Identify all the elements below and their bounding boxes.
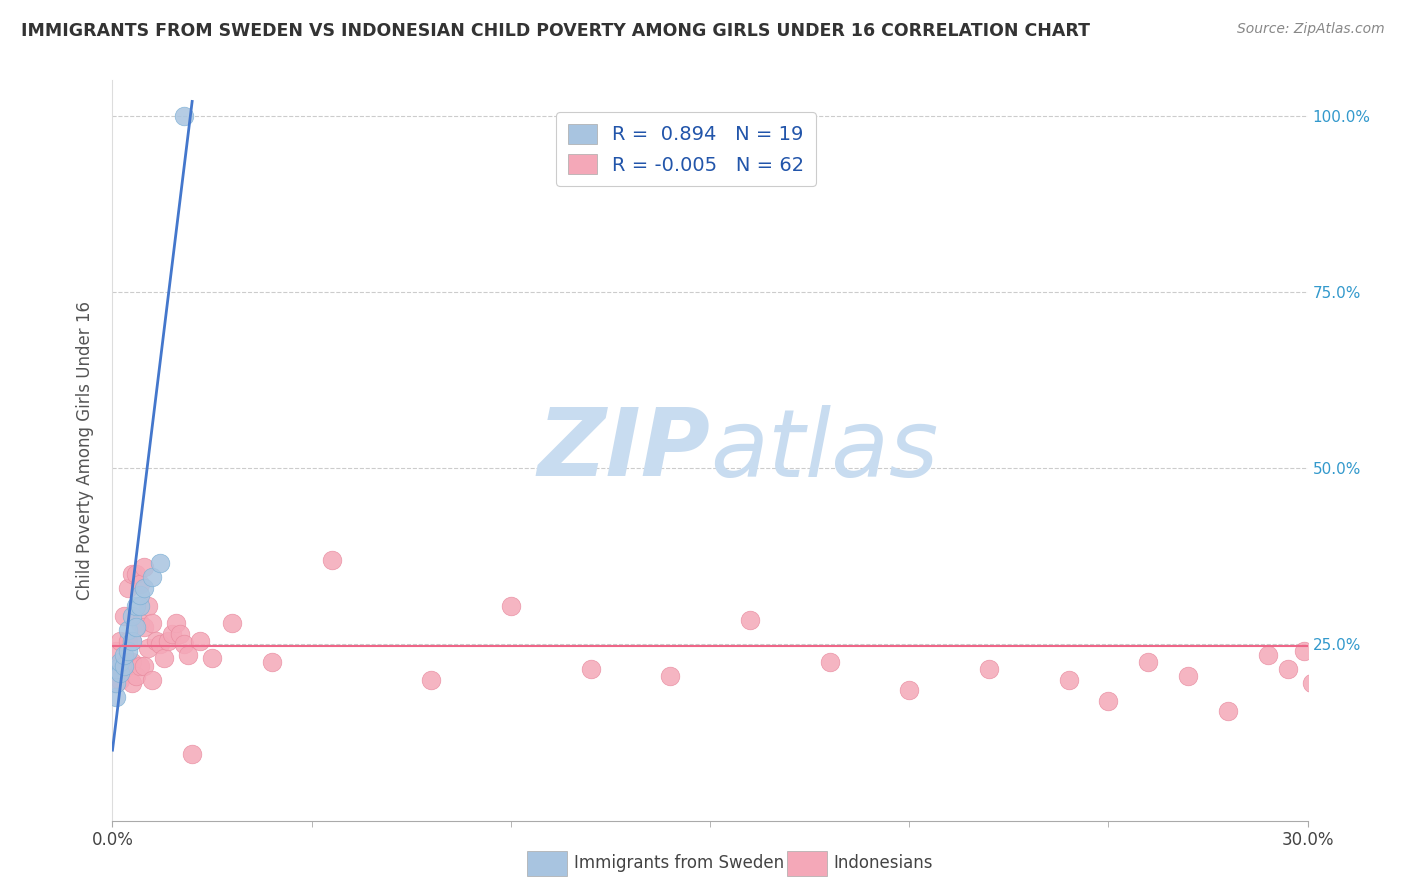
Point [173,637,195,651]
Point [659,669,682,683]
Point [129,599,152,613]
Point [125,599,148,613]
Point [105,662,128,676]
Point [169,627,191,641]
Point [129,577,152,591]
Point [162,627,183,641]
Point [105,662,128,676]
Point [1177,669,1199,683]
Point [117,644,139,658]
Point [117,624,139,638]
Point [121,655,143,669]
Point [818,655,841,669]
Point [1277,662,1299,676]
Point [1301,676,1323,690]
Point [1316,651,1339,665]
Point [138,640,160,655]
Point [499,599,522,613]
Point [105,676,128,690]
Text: Immigrants from Sweden: Immigrants from Sweden [574,855,783,872]
Point [1336,690,1358,705]
Point [134,559,156,574]
Point [157,633,180,648]
Point [1357,718,1379,732]
Point [110,665,132,680]
Point [420,673,443,687]
Point [110,658,132,673]
Point [201,651,224,665]
Text: Source: ZipAtlas.com: Source: ZipAtlas.com [1237,22,1385,37]
Point [125,620,148,634]
Point [141,616,163,631]
Point [1257,648,1279,662]
Point [114,658,135,673]
Point [1137,655,1160,669]
Point [1292,644,1315,658]
Point [321,553,343,567]
Point [110,673,132,687]
Point [977,662,1000,676]
Point [260,655,283,669]
Point [738,613,761,627]
Point [221,616,243,631]
Point [173,109,195,123]
Point [121,633,143,648]
Point [188,633,211,648]
Point [110,655,132,669]
Point [145,633,167,648]
Point [177,648,200,662]
Text: ZIP: ZIP [537,404,710,497]
Point [141,570,163,584]
Point [181,747,204,761]
Point [149,637,172,651]
Point [134,581,156,595]
Point [149,556,172,570]
Point [134,658,156,673]
Point [125,669,148,683]
Point [117,655,139,669]
Point [898,683,921,698]
Point [153,651,176,665]
Point [129,658,152,673]
Point [141,673,163,687]
Point [114,609,135,624]
Point [125,566,148,581]
Legend: R =  0.894   N = 19, R = -0.005   N = 62: R = 0.894 N = 19, R = -0.005 N = 62 [555,112,817,186]
Point [138,599,160,613]
Text: atlas: atlas [710,405,938,496]
Point [105,676,128,690]
Point [114,648,135,662]
Point [1097,694,1119,708]
Point [105,644,128,658]
Point [129,588,152,602]
Point [121,566,143,581]
Text: Indonesians: Indonesians [834,855,934,872]
Text: IMMIGRANTS FROM SWEDEN VS INDONESIAN CHILD POVERTY AMONG GIRLS UNDER 16 CORRELAT: IMMIGRANTS FROM SWEDEN VS INDONESIAN CHI… [21,22,1090,40]
Point [1216,704,1239,718]
Point [110,633,132,648]
Point [121,609,143,624]
Point [134,620,156,634]
Point [121,633,143,648]
Y-axis label: Child Poverty Among Girls Under 16: Child Poverty Among Girls Under 16 [76,301,94,600]
Point [121,676,143,690]
Point [579,662,602,676]
Point [117,581,139,595]
Point [117,633,139,648]
Point [105,690,128,705]
Point [1057,673,1080,687]
Point [129,616,152,631]
Point [165,616,187,631]
Point [114,662,135,676]
